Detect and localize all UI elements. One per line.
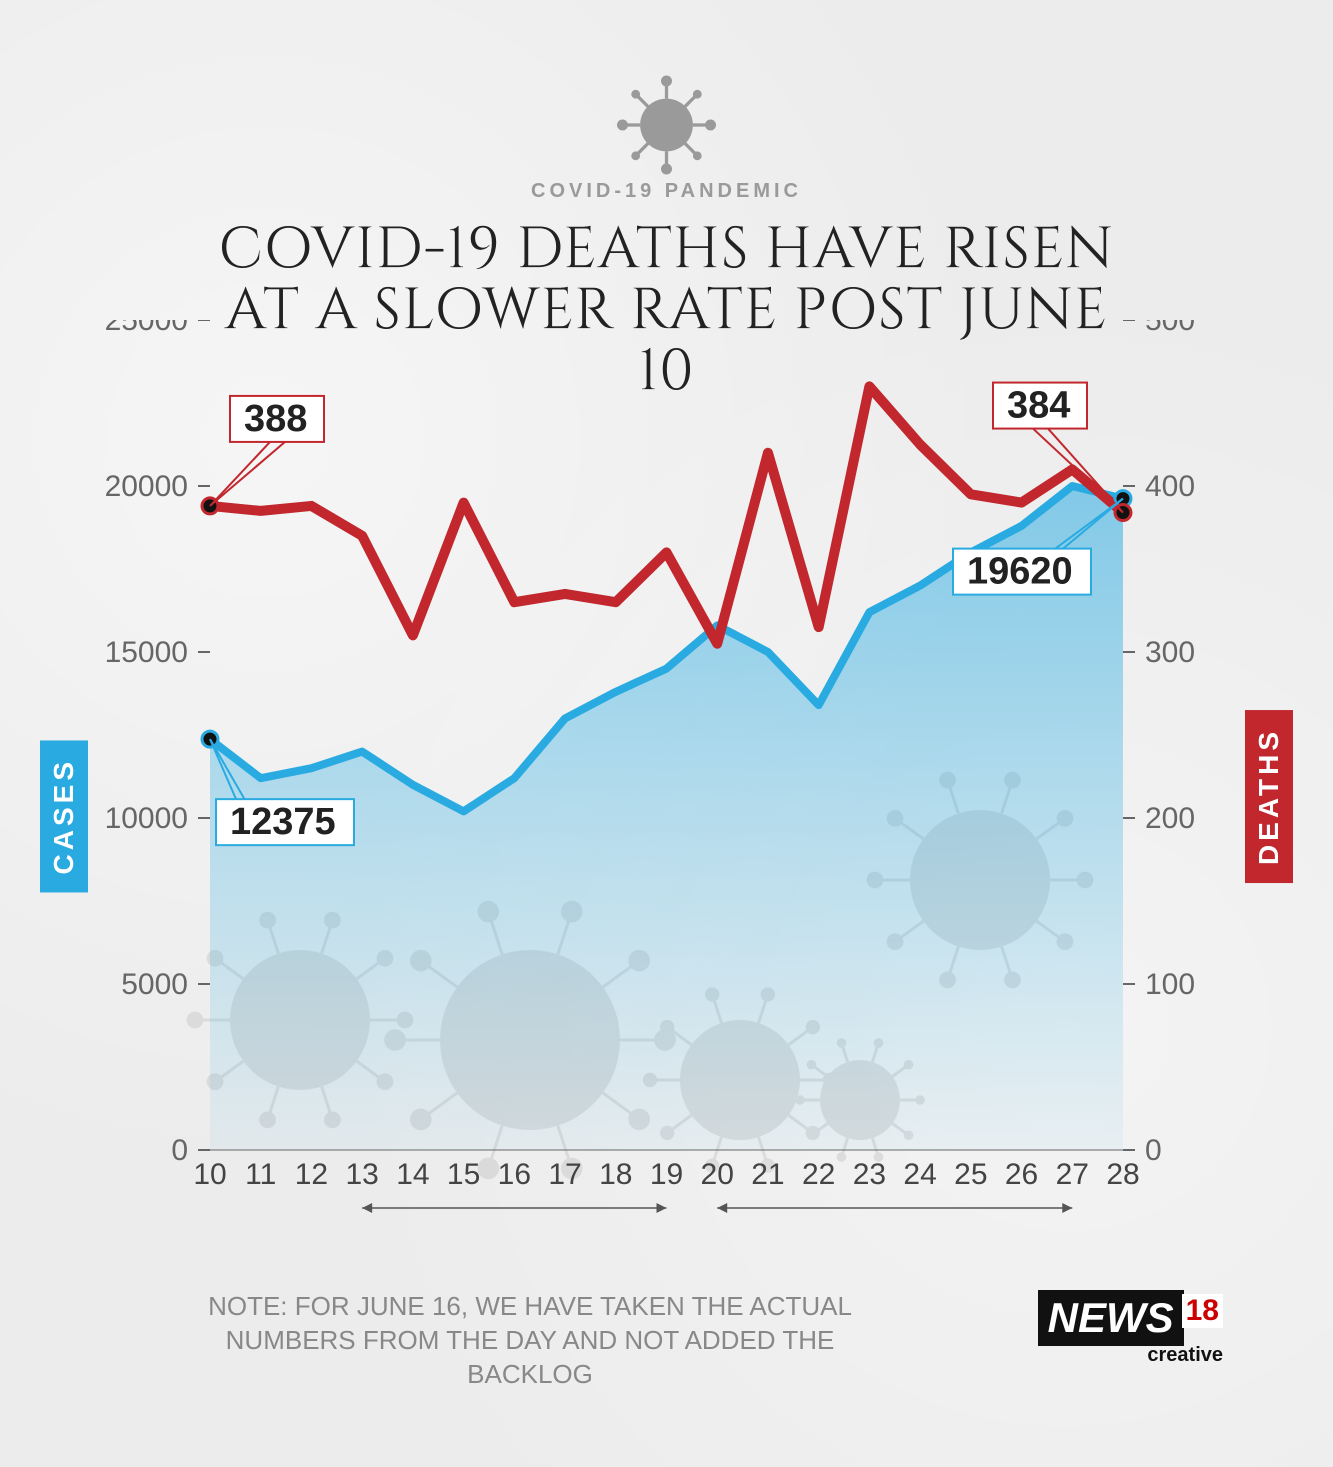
logo-main: NEWS [1038,1290,1184,1346]
chart-area: CASES DEATHS 050001000015000200002500001… [100,320,1233,1240]
svg-text:384: 384 [1007,385,1070,427]
svg-text:23: 23 [853,1158,886,1191]
svg-text:15000: 15000 [105,636,188,669]
svg-text:100: 100 [1145,968,1195,1001]
svg-text:200: 200 [1145,802,1195,835]
svg-text:10000: 10000 [105,802,188,835]
svg-text:18: 18 [599,1158,632,1191]
svg-text:15: 15 [447,1158,480,1191]
svg-text:28: 28 [1106,1158,1139,1191]
svg-text:12: 12 [295,1158,328,1191]
svg-text:5000: 5000 [121,968,188,1001]
svg-text:400: 400 [1145,470,1195,503]
svg-text:16: 16 [498,1158,531,1191]
svg-text:20000: 20000 [105,470,188,503]
chart-svg: 0 5000 10000 15000 20000 25000 0 100 200 300 400 50… [100,320,1233,1240]
svg-text:0: 0 [1145,1134,1162,1167]
svg-text:20: 20 [701,1158,734,1191]
header-icon-block: COVID-19 PANDEMIC [531,70,802,203]
svg-text:19: 19 [650,1158,683,1191]
logo-sub: creative [1038,1344,1223,1367]
svg-text:0: 0 [171,1134,188,1167]
svg-text:388: 388 [244,398,307,440]
svg-text:300: 300 [1145,636,1195,669]
svg-text:12375: 12375 [230,801,336,843]
svg-text:24: 24 [903,1158,936,1191]
publisher-logo: NEWS18 creative [1038,1290,1223,1367]
svg-text:17: 17 [548,1158,581,1191]
svg-text:27: 27 [1056,1158,1089,1191]
svg-text:14: 14 [396,1158,429,1191]
y-axis-right-label: DEATHS [1245,710,1293,883]
svg-text:25000: 25000 [105,320,188,337]
svg-text:25: 25 [954,1158,987,1191]
svg-text:19620: 19620 [967,551,1073,593]
footnote: NOTE: FOR JUNE 16, WE HAVE TAKEN THE ACT… [180,1290,880,1391]
svg-text:500: 500 [1145,320,1195,337]
virus-icon [612,70,722,180]
svg-text:10: 10 [193,1158,226,1191]
svg-text:21: 21 [751,1158,784,1191]
svg-text:13: 13 [345,1158,378,1191]
header-tag: COVID-19 PANDEMIC [531,180,802,203]
svg-text:22: 22 [802,1158,835,1191]
svg-text:11: 11 [245,1158,276,1191]
y-axis-left-label: CASES [40,740,88,892]
svg-text:26: 26 [1005,1158,1038,1191]
logo-num: 18 [1182,1294,1223,1328]
